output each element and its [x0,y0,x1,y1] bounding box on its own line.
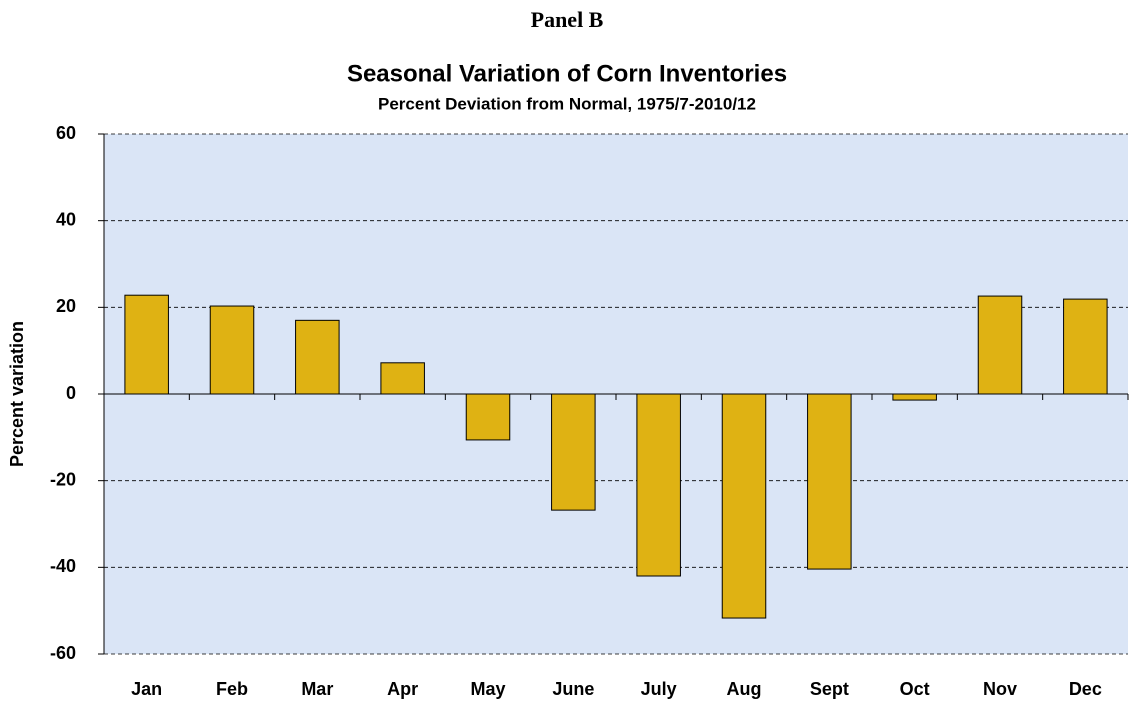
bar [209,305,255,395]
bar [380,362,425,395]
bar [977,295,1023,395]
x-tick-label: Oct [900,679,930,699]
chart-subtitle: Percent Deviation from Normal, 1975/7-20… [378,94,756,113]
bar [551,393,596,511]
bar [465,393,511,441]
x-tick-label: Mar [301,679,333,699]
bar [636,393,681,577]
y-tick-label: -20 [50,469,76,489]
x-tick-label: July [641,679,677,699]
y-tick-label: 20 [56,296,76,316]
x-tick-label: May [470,679,505,699]
bar [807,393,852,570]
y-tick-label: -40 [50,556,76,576]
x-tick-label: Sept [810,679,849,699]
panel-label: Panel B [531,7,604,32]
y-tick-label: 40 [56,209,76,229]
bar [1063,298,1108,395]
bar [721,393,767,619]
x-tick-label: Jan [131,679,162,699]
x-tick-label: Dec [1069,679,1102,699]
chart-title: Seasonal Variation of Corn Inventories [347,60,787,87]
x-tick-label: Feb [216,679,248,699]
y-tick-label: -60 [50,643,76,663]
x-tick-label: Apr [387,679,418,699]
y-axis-label: Percent variation [7,321,27,467]
bar [295,319,340,395]
x-tick-label: Aug [727,679,762,699]
x-tick-label: Nov [983,679,1017,699]
bar [892,393,937,401]
y-tick-label: 0 [66,383,76,403]
y-tick-label: 60 [56,123,76,143]
x-tick-label: June [552,679,594,699]
bar [124,294,169,395]
